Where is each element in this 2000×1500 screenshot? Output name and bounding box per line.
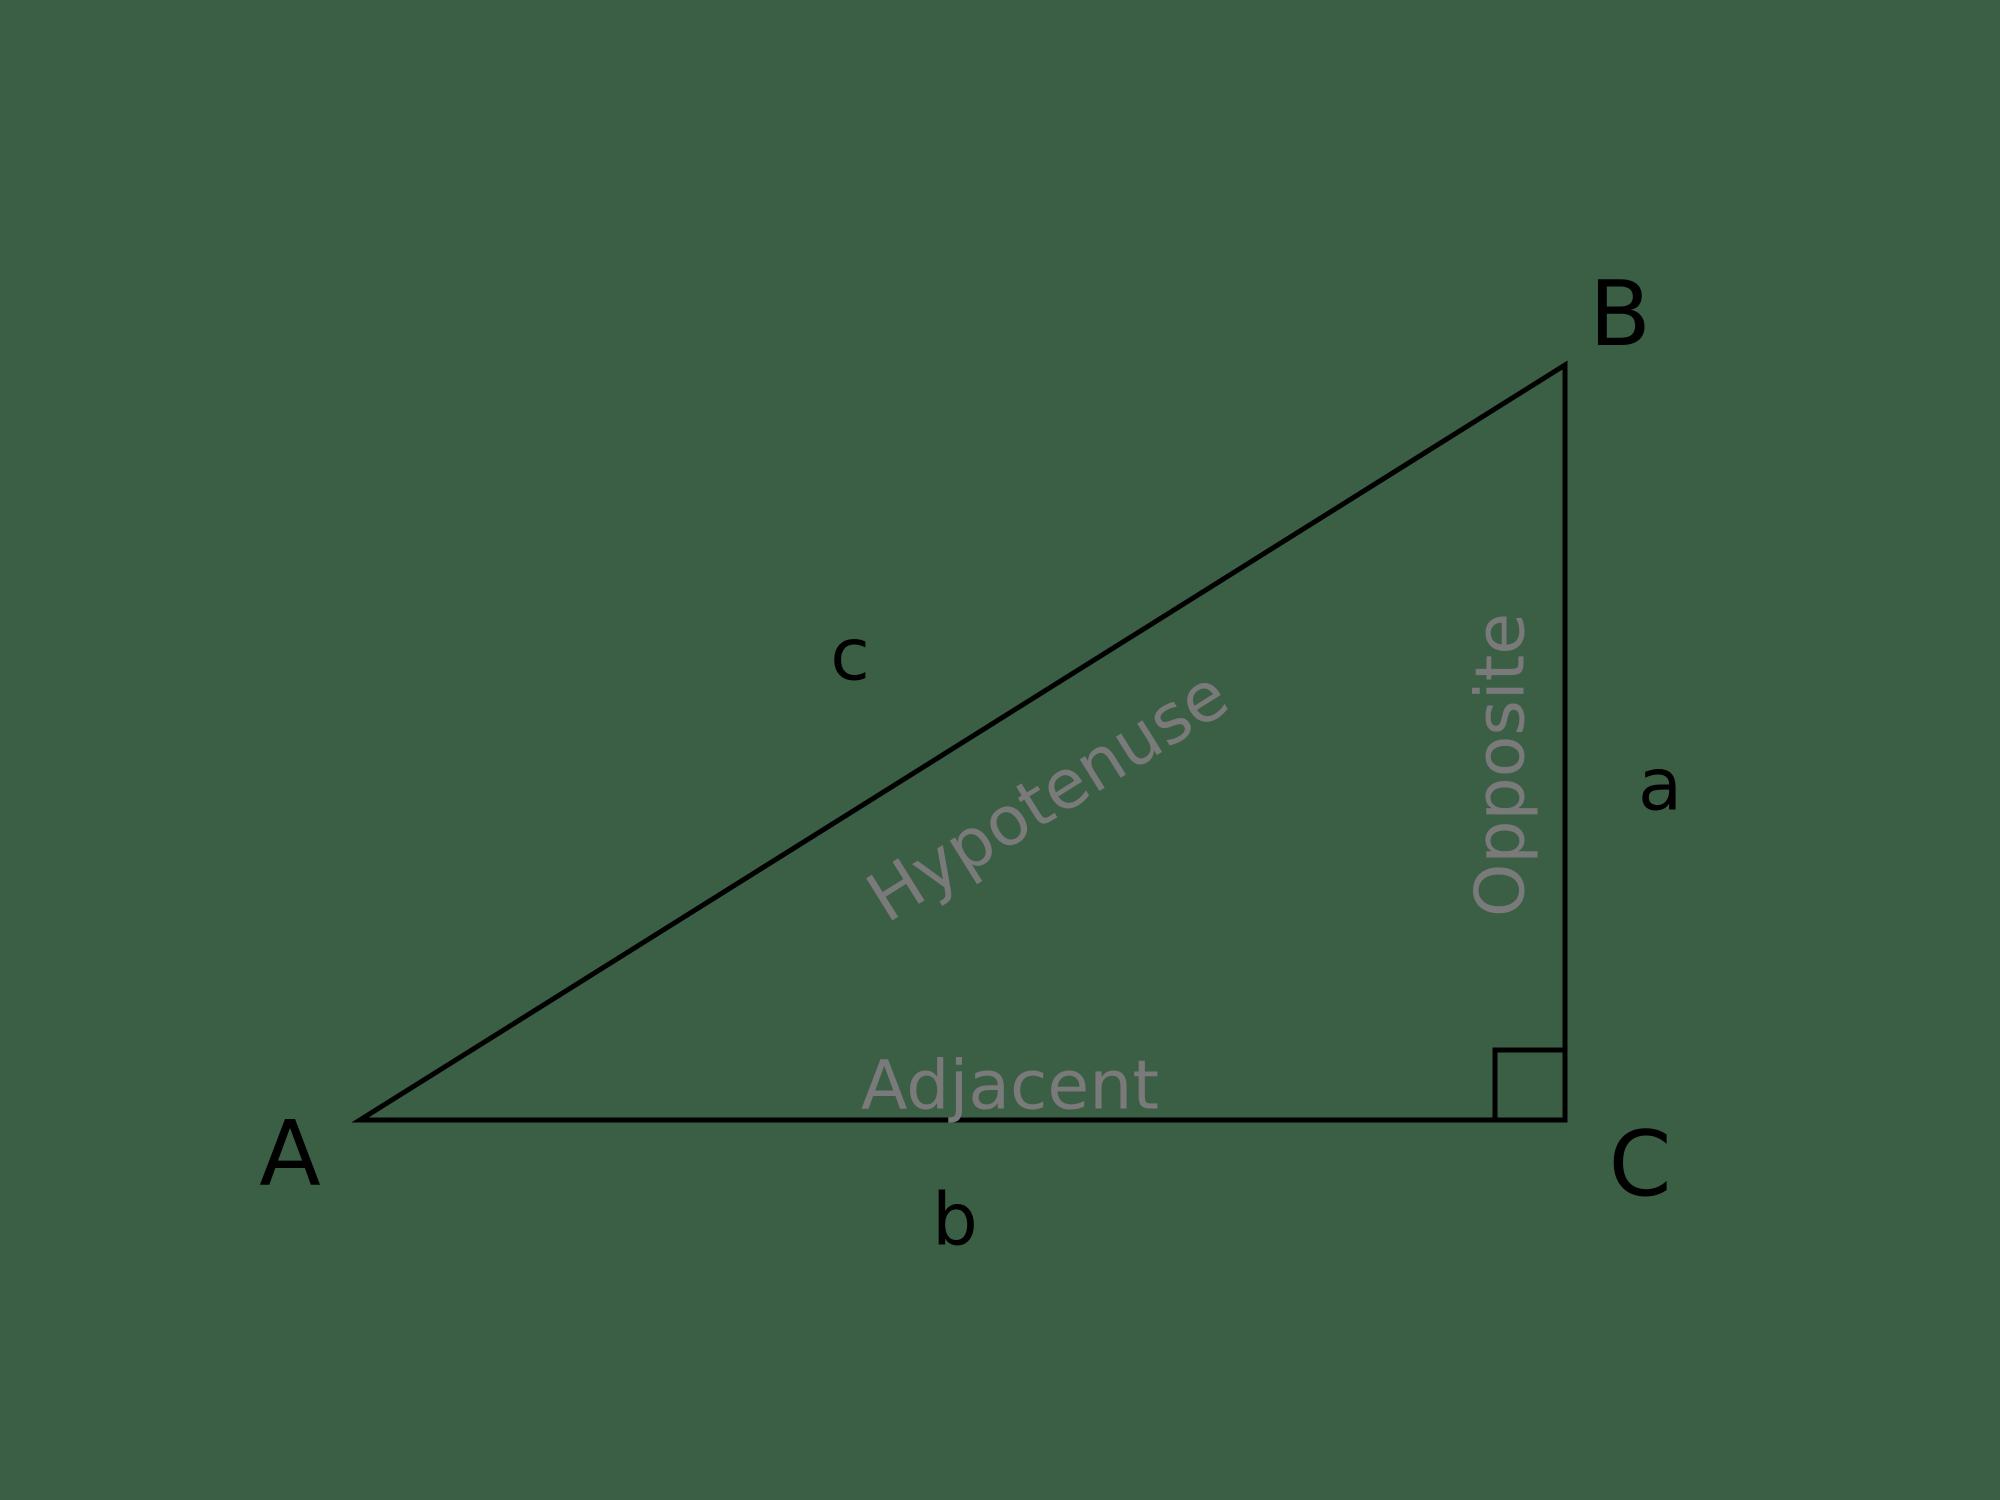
- vertex-label-B: B: [1589, 262, 1651, 367]
- right-triangle-diagram: A B C a b c Hypotenuse Opposite Adjacent: [0, 0, 2000, 1500]
- vertex-label-A: A: [259, 1102, 321, 1207]
- vertex-label-C: C: [1609, 1112, 1672, 1217]
- side-name-opposite: Opposite: [1462, 613, 1541, 917]
- side-label-b: b: [932, 1178, 978, 1262]
- right-angle-marker: [1495, 1050, 1565, 1120]
- diagram-canvas: A B C a b c Hypotenuse Opposite Adjacent: [0, 0, 2000, 1500]
- triangle-shape: [360, 365, 1565, 1120]
- side-name-adjacent: Adjacent: [861, 1047, 1159, 1126]
- side-label-c: c: [830, 613, 870, 697]
- side-name-hypotenuse: Hypotenuse: [854, 655, 1242, 938]
- side-label-a: a: [1638, 743, 1682, 827]
